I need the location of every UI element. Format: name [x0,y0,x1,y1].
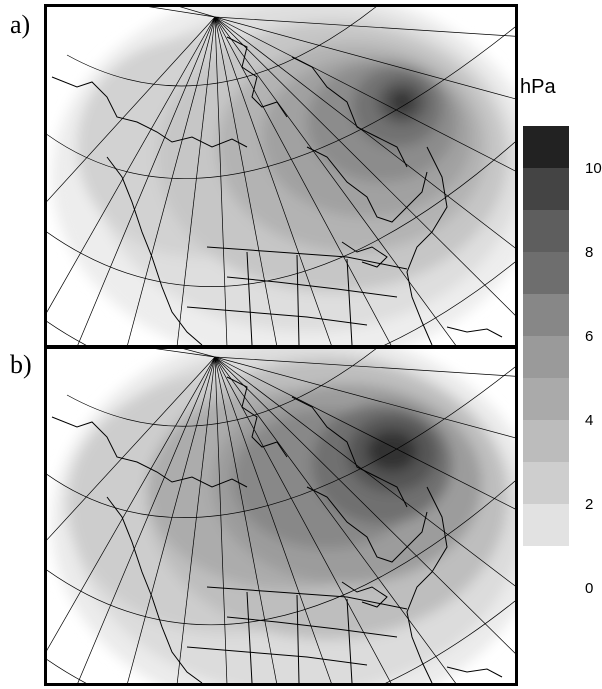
colorbar-unit-label: hPa [520,76,556,98]
graticule-a [47,7,515,345]
coastlines-b [51,376,503,683]
colorbar-segment [523,126,569,168]
colorbar-tick-label: 2 [585,496,594,513]
panel-b-label: b) [10,350,32,379]
colorbar-segment [523,294,569,336]
colorbar-segment [523,252,569,294]
colorbar-segment [523,378,569,420]
coastlines-a [51,36,503,345]
colorbar-segment [523,168,569,210]
graticule-b [47,349,515,683]
colorbar-tick-label: 8 [585,244,594,261]
map-panel-b [44,346,518,686]
colorbar-segment [523,546,569,588]
colorbar-segment [523,210,569,252]
colorbar-segment [523,420,569,462]
colorbar-tick-label: 4 [585,412,594,429]
colorbar [523,126,569,588]
colorbar-tick-label: 0 [585,580,594,597]
colorbar-segment [523,336,569,378]
pressure-map-b [47,349,515,683]
colorbar-segment [523,504,569,546]
panel-a-label: a) [10,10,31,39]
map-panel-a [44,4,518,348]
colorbar-segment [523,462,569,504]
colorbar-tick-label: 10 [585,160,602,177]
pressure-map-a [47,7,515,345]
colorbar-tick-label: 6 [585,328,594,345]
